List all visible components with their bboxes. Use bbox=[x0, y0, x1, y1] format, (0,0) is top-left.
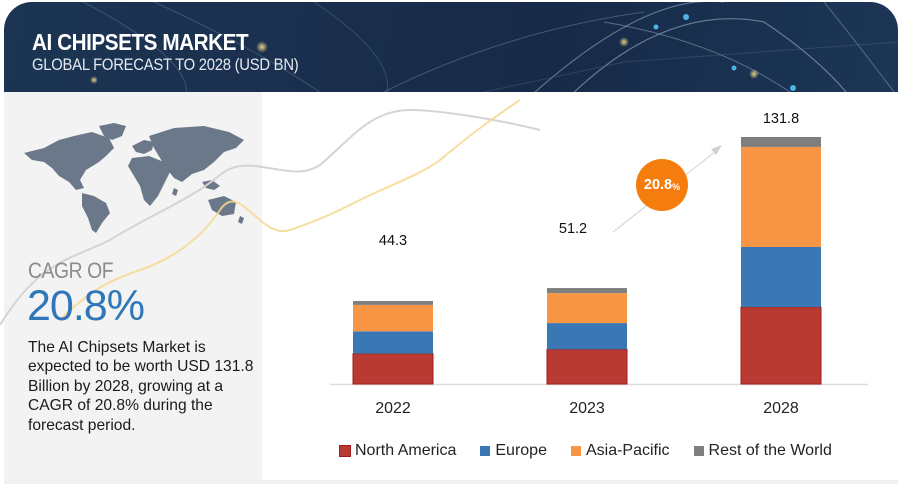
bar-segment-rest-of-the-world-2028 bbox=[741, 137, 821, 147]
cagr-value: 20.8% bbox=[27, 282, 145, 330]
page-subtitle: GLOBAL FORECAST TO 2028 (USD BN) bbox=[32, 56, 299, 74]
bar-segment-europe-2022 bbox=[353, 331, 433, 354]
legend-item-europe: Europe bbox=[480, 442, 547, 460]
header-banner: AI CHIPSETS MARKET GLOBAL FORECAST TO 20… bbox=[4, 2, 898, 92]
market-description: The AI Chipsets Market is expected to be… bbox=[28, 339, 254, 434]
bar-segment-asia-pacific-2028 bbox=[741, 146, 821, 248]
total-value-label: 131.8 bbox=[763, 111, 799, 127]
x-tick-label: 2028 bbox=[763, 400, 799, 417]
bar-segment-europe-2028 bbox=[741, 247, 821, 307]
chart-legend: North America Europe Asia-Pacific Rest of t… bbox=[339, 442, 856, 460]
legend-item-rest-of-the-world: Rest of the World bbox=[693, 442, 832, 460]
cagr-badge-value: 20.8 bbox=[643, 177, 673, 193]
legend-item-north-america: North America bbox=[339, 442, 457, 460]
cagr-badge: 20.8% bbox=[636, 159, 688, 211]
page-title: AI CHIPSETS MARKET bbox=[32, 29, 249, 55]
legend-item-asia-pacific: Asia-Pacific bbox=[570, 442, 670, 460]
legend-label: North America bbox=[355, 442, 457, 459]
legend-swatch-icon bbox=[570, 446, 581, 456]
total-value-label: 51.2 bbox=[559, 221, 587, 237]
legend-label: Asia-Pacific bbox=[585, 442, 670, 459]
bar-segment-rest-of-the-world-2022 bbox=[353, 300, 433, 305]
bar-segment-north-america-2028 bbox=[740, 306, 822, 385]
bottom-strip bbox=[4, 480, 898, 484]
bar-segment-north-america-2022 bbox=[352, 353, 434, 385]
arrow-head-icon bbox=[711, 145, 722, 155]
legend-swatch-icon bbox=[339, 445, 351, 457]
total-value-label: 44.3 bbox=[379, 233, 407, 249]
bar-segment-asia-pacific-2023 bbox=[547, 293, 627, 324]
legend-swatch-icon bbox=[480, 446, 491, 456]
bar-segment-europe-2023 bbox=[547, 323, 627, 350]
cagr-badge-unit: % bbox=[672, 181, 681, 192]
x-tick-label: 2022 bbox=[375, 400, 411, 417]
bar-segment-north-america-2023 bbox=[546, 348, 628, 385]
legend-label: Europe bbox=[495, 442, 547, 459]
cagr-label: CAGR OF bbox=[28, 258, 114, 283]
legend-swatch-icon bbox=[693, 446, 704, 456]
bar-segment-rest-of-the-world-2023 bbox=[547, 288, 627, 294]
legend-label: Rest of the World bbox=[708, 442, 832, 459]
fiber-optic-background bbox=[82, 2, 898, 92]
bar-segment-asia-pacific-2022 bbox=[353, 304, 433, 332]
x-tick-label: 2023 bbox=[569, 400, 605, 417]
